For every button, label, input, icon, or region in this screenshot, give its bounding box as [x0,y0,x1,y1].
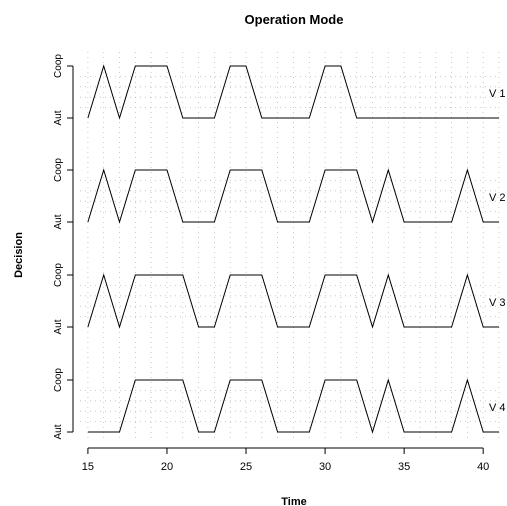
series-label-v3: V 3 [489,297,506,309]
chart-title: Operation Mode [245,12,344,27]
y-axis-label: Decision [13,232,25,278]
series-group: V 1 V 2 V 3 V 4 [87,64,506,434]
series-label-v1: V 1 [489,88,506,100]
y-tick-label-aut: Aut [53,110,64,125]
y-tick-label-aut: Aut [53,319,64,334]
grid [80,52,500,442]
series-label-v2: V 2 [489,192,506,204]
series-line-v3 [87,273,499,329]
series-label-v4: V 4 [489,402,506,414]
y-tick-label-coop: Coop [53,158,64,182]
x-tick-label: 20 [161,461,173,473]
series-line-v1 [87,64,499,120]
x-tick-label: 25 [240,461,252,473]
y-tick-label-coop: Coop [53,54,64,78]
axes: Coop Aut Coop Aut Coop Aut Coop Aut 15 20 25 30 35 40 [53,54,489,473]
y-tick-label-aut: Aut [53,424,64,439]
y-tick-label-coop: Coop [53,368,64,392]
y-tick-label-aut: Aut [53,214,64,229]
series-line-v2 [87,168,499,224]
x-axis-label: Time [281,496,306,506]
x-tick-label: 40 [477,461,489,473]
x-tick-label: 30 [319,461,331,473]
x-tick-label: 15 [82,461,94,473]
x-tick-label: 35 [398,461,410,473]
series-line-v4 [87,378,499,434]
y-tick-label-coop: Coop [53,263,64,287]
